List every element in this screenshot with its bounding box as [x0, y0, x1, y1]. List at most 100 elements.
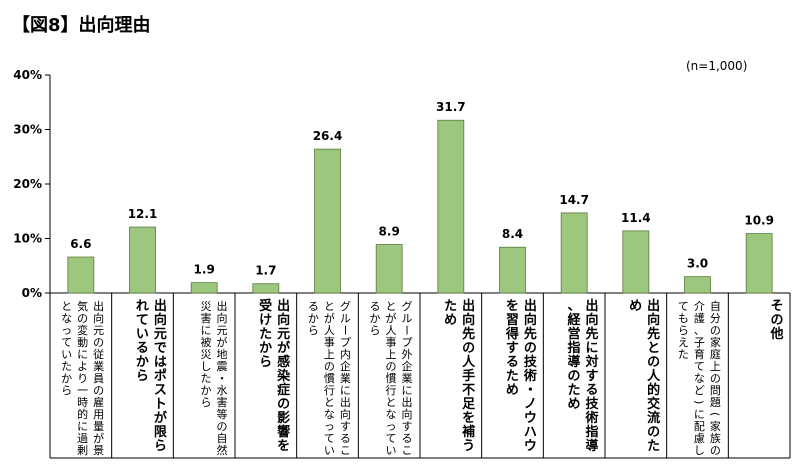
category-label-char: た — [444, 299, 457, 314]
category-label-char: 向 — [647, 312, 660, 328]
category-label-char: こ — [340, 444, 351, 457]
category-label-char: 出 — [154, 298, 167, 314]
bar — [375, 244, 403, 294]
category-label-char: 族 — [710, 431, 721, 445]
category-label-char: 先 — [462, 326, 475, 342]
category-label-char: は — [154, 355, 167, 370]
category-label-char: 人 — [647, 368, 661, 384]
category-label-char: の — [710, 444, 721, 457]
category-label-char: の — [277, 397, 290, 412]
category-label-char: 行 — [386, 384, 397, 397]
category-label-char: 向 — [402, 407, 413, 421]
category-label-char: し — [201, 360, 212, 373]
category-label-char: た — [506, 369, 519, 384]
category-label-char: い — [61, 348, 72, 361]
category-label-char: っ — [61, 324, 72, 337]
category-label-char: に — [402, 384, 413, 397]
category-label-char: 的 — [77, 407, 88, 421]
category-label-char: が — [277, 340, 290, 356]
category-label-char: 時 — [77, 396, 88, 409]
category-label-char: 技 — [524, 354, 538, 370]
category-label-char: グ — [402, 299, 413, 313]
category-label-char: 向 — [340, 407, 351, 421]
category-label-char: 被 — [201, 336, 212, 349]
category-label-char: ー — [338, 325, 351, 336]
category-label-char: と — [324, 300, 335, 313]
category-label-char: の — [77, 312, 88, 325]
category-label-char: 外 — [402, 348, 413, 361]
category-label-char: た — [678, 348, 689, 361]
category-label-char: 対 — [584, 354, 598, 370]
category-label-char: を — [462, 411, 475, 426]
category-label-char: ら — [61, 384, 72, 397]
category-label-char: ・ — [524, 383, 537, 398]
category-label-char: 業 — [93, 360, 104, 373]
category-label-char: 景 — [93, 444, 104, 457]
category-label-char: 家 — [710, 419, 721, 433]
category-label-char: 先 — [647, 326, 660, 342]
category-label-char: か — [61, 372, 72, 385]
category-label-char: 庭 — [710, 347, 721, 361]
category-label-char: 自 — [217, 432, 228, 445]
category-label-char: ら — [154, 439, 167, 454]
bar-value-label: 8.4 — [502, 227, 523, 241]
category-label-char: 水 — [217, 384, 228, 397]
category-label-char: の — [462, 341, 475, 356]
category-label-char: し — [694, 444, 705, 457]
category-label-char: 向 — [462, 312, 475, 328]
category-label-char: ( — [708, 412, 721, 416]
bar-value-label: 8.9 — [379, 224, 400, 238]
category-label-char: ・ — [217, 372, 228, 385]
category-label-char: こ — [402, 444, 413, 457]
category-label-char: え — [678, 336, 689, 349]
category-label-char: と — [647, 341, 660, 356]
category-label-char: の — [770, 313, 783, 328]
category-label-char: 指 — [567, 340, 580, 356]
category-label-char: 、 — [567, 299, 580, 314]
category-label-char: 受 — [259, 298, 272, 314]
bar-value-label: 12.1 — [128, 207, 158, 221]
category-label-char: が — [93, 431, 104, 445]
category-label-char: 企 — [402, 359, 413, 373]
bar-value-label: 10.9 — [744, 214, 774, 228]
category-label-char: か — [259, 341, 272, 356]
category-label-char: 人 — [462, 354, 476, 370]
category-label-char: 事 — [386, 336, 397, 349]
category-label-char: 家 — [710, 335, 721, 349]
category-label-char: 題 — [710, 396, 721, 409]
category-label-char: 動 — [77, 335, 88, 349]
category-label-char: 員 — [93, 372, 104, 385]
category-label-char: 足 — [462, 397, 476, 412]
category-label-char: 得 — [505, 326, 519, 342]
category-label-char: が — [386, 311, 397, 325]
category-label-char: の — [386, 360, 397, 373]
bar — [190, 282, 218, 294]
category-label-char: 行 — [324, 384, 335, 397]
category-label-char: る — [308, 300, 319, 313]
category-label-char: と — [61, 300, 72, 313]
category-label-char: 上 — [386, 348, 397, 361]
bar — [622, 230, 650, 294]
bars — [67, 119, 773, 294]
category-label-char: 術 — [584, 410, 598, 426]
category-label-char: 過 — [77, 432, 88, 445]
category-label-char: 元 — [217, 324, 228, 337]
category-label-char: め — [506, 383, 519, 398]
category-label-char: 業 — [402, 372, 413, 385]
bar-value-label: 1.7 — [255, 264, 276, 278]
y-tick-label: 0% — [22, 286, 42, 300]
sample-size-note: (n=1,000) — [686, 59, 747, 73]
bar — [499, 246, 526, 294]
category-label-char: 護 — [694, 311, 705, 325]
category-label-char: 慣 — [324, 371, 335, 385]
category-label-char: 出 — [647, 298, 660, 314]
bar — [437, 119, 465, 294]
category-label-char: て — [386, 432, 397, 445]
category-label-char: と — [386, 396, 397, 409]
y-tick-label: 20% — [13, 177, 42, 191]
category-label-char: を — [506, 299, 519, 314]
category-label-char: 出 — [277, 298, 290, 314]
category-label-char: ハ — [524, 425, 537, 440]
